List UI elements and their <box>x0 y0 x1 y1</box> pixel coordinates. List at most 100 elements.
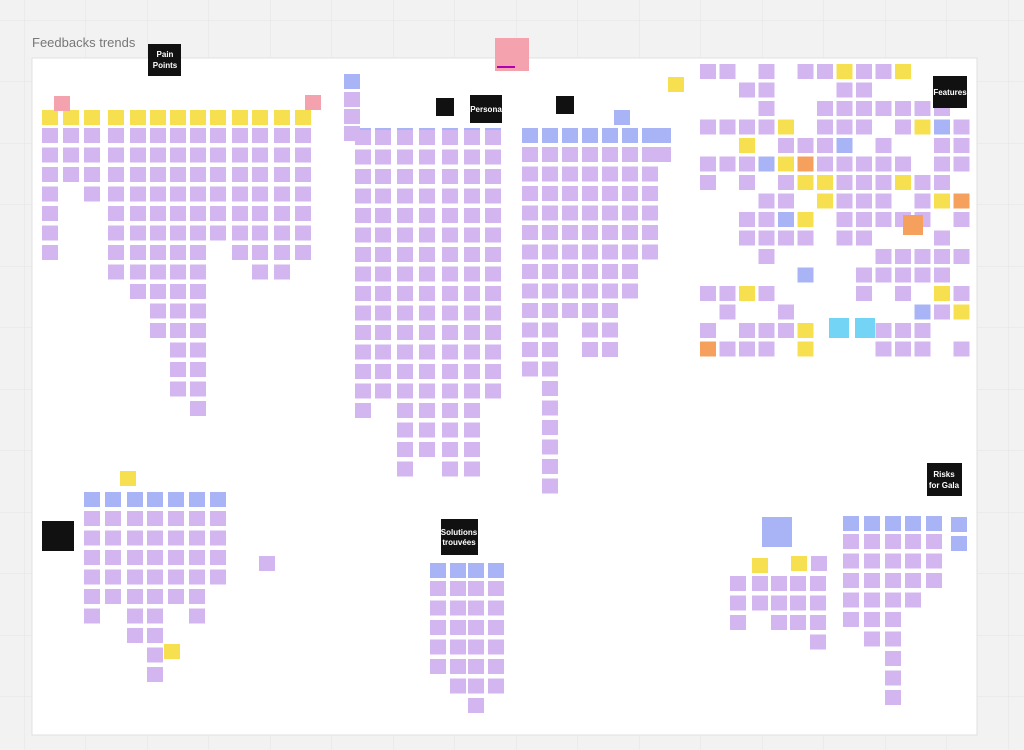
sticky-note[interactable] <box>190 303 206 319</box>
sticky-note[interactable] <box>252 186 268 202</box>
sticky-note[interactable] <box>542 283 558 299</box>
sticky-note[interactable] <box>127 492 143 507</box>
sticky-note[interactable] <box>856 212 872 227</box>
sticky-note[interactable] <box>953 119 970 135</box>
sticky-note[interactable] <box>464 266 480 282</box>
sticky-note[interactable] <box>752 558 768 573</box>
sticky-note[interactable] <box>210 511 226 526</box>
sticky-note[interactable] <box>210 206 226 221</box>
sticky-note[interactable] <box>602 147 618 162</box>
sticky-note[interactable] <box>542 264 558 279</box>
sticky-note[interactable] <box>668 77 684 92</box>
sticky-note[interactable] <box>522 225 538 240</box>
sticky-note[interactable] <box>875 64 892 79</box>
sticky-note[interactable] <box>190 401 206 416</box>
sticky-note[interactable] <box>252 206 268 221</box>
sticky-note[interactable] <box>562 303 578 318</box>
sticky-note[interactable] <box>953 249 970 264</box>
sticky-note[interactable] <box>190 362 206 377</box>
sticky-note[interactable] <box>700 119 716 135</box>
sticky-note[interactable] <box>419 403 435 418</box>
sticky-note[interactable] <box>864 631 880 647</box>
sticky-note[interactable] <box>127 530 143 546</box>
sticky-note[interactable] <box>150 323 166 338</box>
sticky-note[interactable] <box>468 563 484 578</box>
sticky-note[interactable] <box>295 167 311 182</box>
sticky-note[interactable] <box>771 576 787 591</box>
sticky-note[interactable] <box>895 175 911 190</box>
sticky-note[interactable] <box>522 205 538 221</box>
sticky-note[interactable] <box>295 225 311 241</box>
sticky-note[interactable] <box>105 511 121 526</box>
sticky-note[interactable] <box>953 193 970 209</box>
sticky-note[interactable] <box>485 305 501 321</box>
sticky-note[interactable] <box>797 212 814 227</box>
sticky-note[interactable] <box>464 149 480 165</box>
sticky-note[interactable] <box>419 130 435 145</box>
label-risks[interactable]: Risks for Gala <box>927 463 962 496</box>
sticky-note[interactable] <box>485 247 501 262</box>
sticky-note[interactable] <box>542 342 558 357</box>
sticky-note[interactable] <box>419 208 435 223</box>
sticky-note[interactable] <box>430 581 446 596</box>
sticky-note[interactable] <box>856 286 872 301</box>
sticky-note[interactable] <box>622 225 638 240</box>
label-features[interactable]: Features <box>933 76 967 108</box>
sticky-note[interactable] <box>42 206 58 221</box>
sticky-note[interactable] <box>419 188 435 204</box>
sticky-note[interactable] <box>397 227 413 243</box>
sticky-note[interactable] <box>170 381 186 397</box>
sticky-note[interactable] <box>419 227 435 243</box>
sticky-note[interactable] <box>252 128 268 143</box>
sticky-note[interactable] <box>355 325 371 340</box>
sticky-note[interactable] <box>397 364 413 379</box>
sticky-note[interactable] <box>375 169 391 184</box>
sticky-note[interactable] <box>953 341 970 357</box>
sticky-note[interactable] <box>397 383 413 399</box>
sticky-note[interactable] <box>464 364 480 379</box>
sticky-note[interactable] <box>252 110 268 125</box>
sticky-note[interactable] <box>468 620 484 635</box>
sticky-note[interactable] <box>522 147 538 162</box>
sticky-note[interactable] <box>42 167 58 182</box>
sticky-note[interactable] <box>130 110 146 125</box>
sticky-note[interactable] <box>885 631 901 647</box>
sticky-note[interactable] <box>130 147 146 163</box>
sticky-note[interactable] <box>810 634 826 650</box>
sticky-note[interactable] <box>602 225 618 240</box>
sticky-note[interactable] <box>758 156 775 172</box>
sticky-note[interactable] <box>450 600 466 616</box>
sticky-note[interactable] <box>108 245 124 260</box>
sticky-note[interactable] <box>602 322 618 338</box>
sticky-note[interactable] <box>42 147 58 163</box>
sticky-note[interactable] <box>582 205 598 221</box>
sticky-note[interactable] <box>875 341 892 357</box>
sticky-note[interactable] <box>84 147 100 163</box>
sticky-note[interactable] <box>274 206 290 221</box>
sticky-note[interactable] <box>602 264 618 279</box>
sticky-note[interactable] <box>442 286 458 301</box>
sticky-note[interactable] <box>375 227 391 243</box>
sticky-note[interactable] <box>450 581 466 596</box>
sticky-note[interactable] <box>739 286 755 301</box>
sticky-note[interactable] <box>464 227 480 243</box>
sticky-note[interactable] <box>778 304 794 320</box>
sticky-note[interactable] <box>190 284 206 299</box>
sticky-note[interactable] <box>739 138 755 153</box>
sticky-note[interactable] <box>542 186 558 201</box>
sticky-note[interactable] <box>419 344 435 360</box>
sticky-note[interactable] <box>855 318 875 338</box>
sticky-note[interactable] <box>170 167 186 182</box>
sticky-note[interactable] <box>150 167 166 182</box>
sticky-note[interactable] <box>856 156 872 172</box>
sticky-note[interactable] <box>895 267 911 283</box>
sticky-note[interactable] <box>63 147 79 163</box>
sticky-note[interactable] <box>797 138 814 153</box>
sticky-note[interactable] <box>934 286 950 301</box>
sticky-note[interactable] <box>752 595 768 611</box>
sticky-note[interactable] <box>274 264 290 280</box>
sticky-note[interactable] <box>190 323 206 338</box>
sticky-note[interactable] <box>355 344 371 360</box>
sticky-note[interactable] <box>190 225 206 241</box>
sticky-note[interactable] <box>210 128 226 143</box>
